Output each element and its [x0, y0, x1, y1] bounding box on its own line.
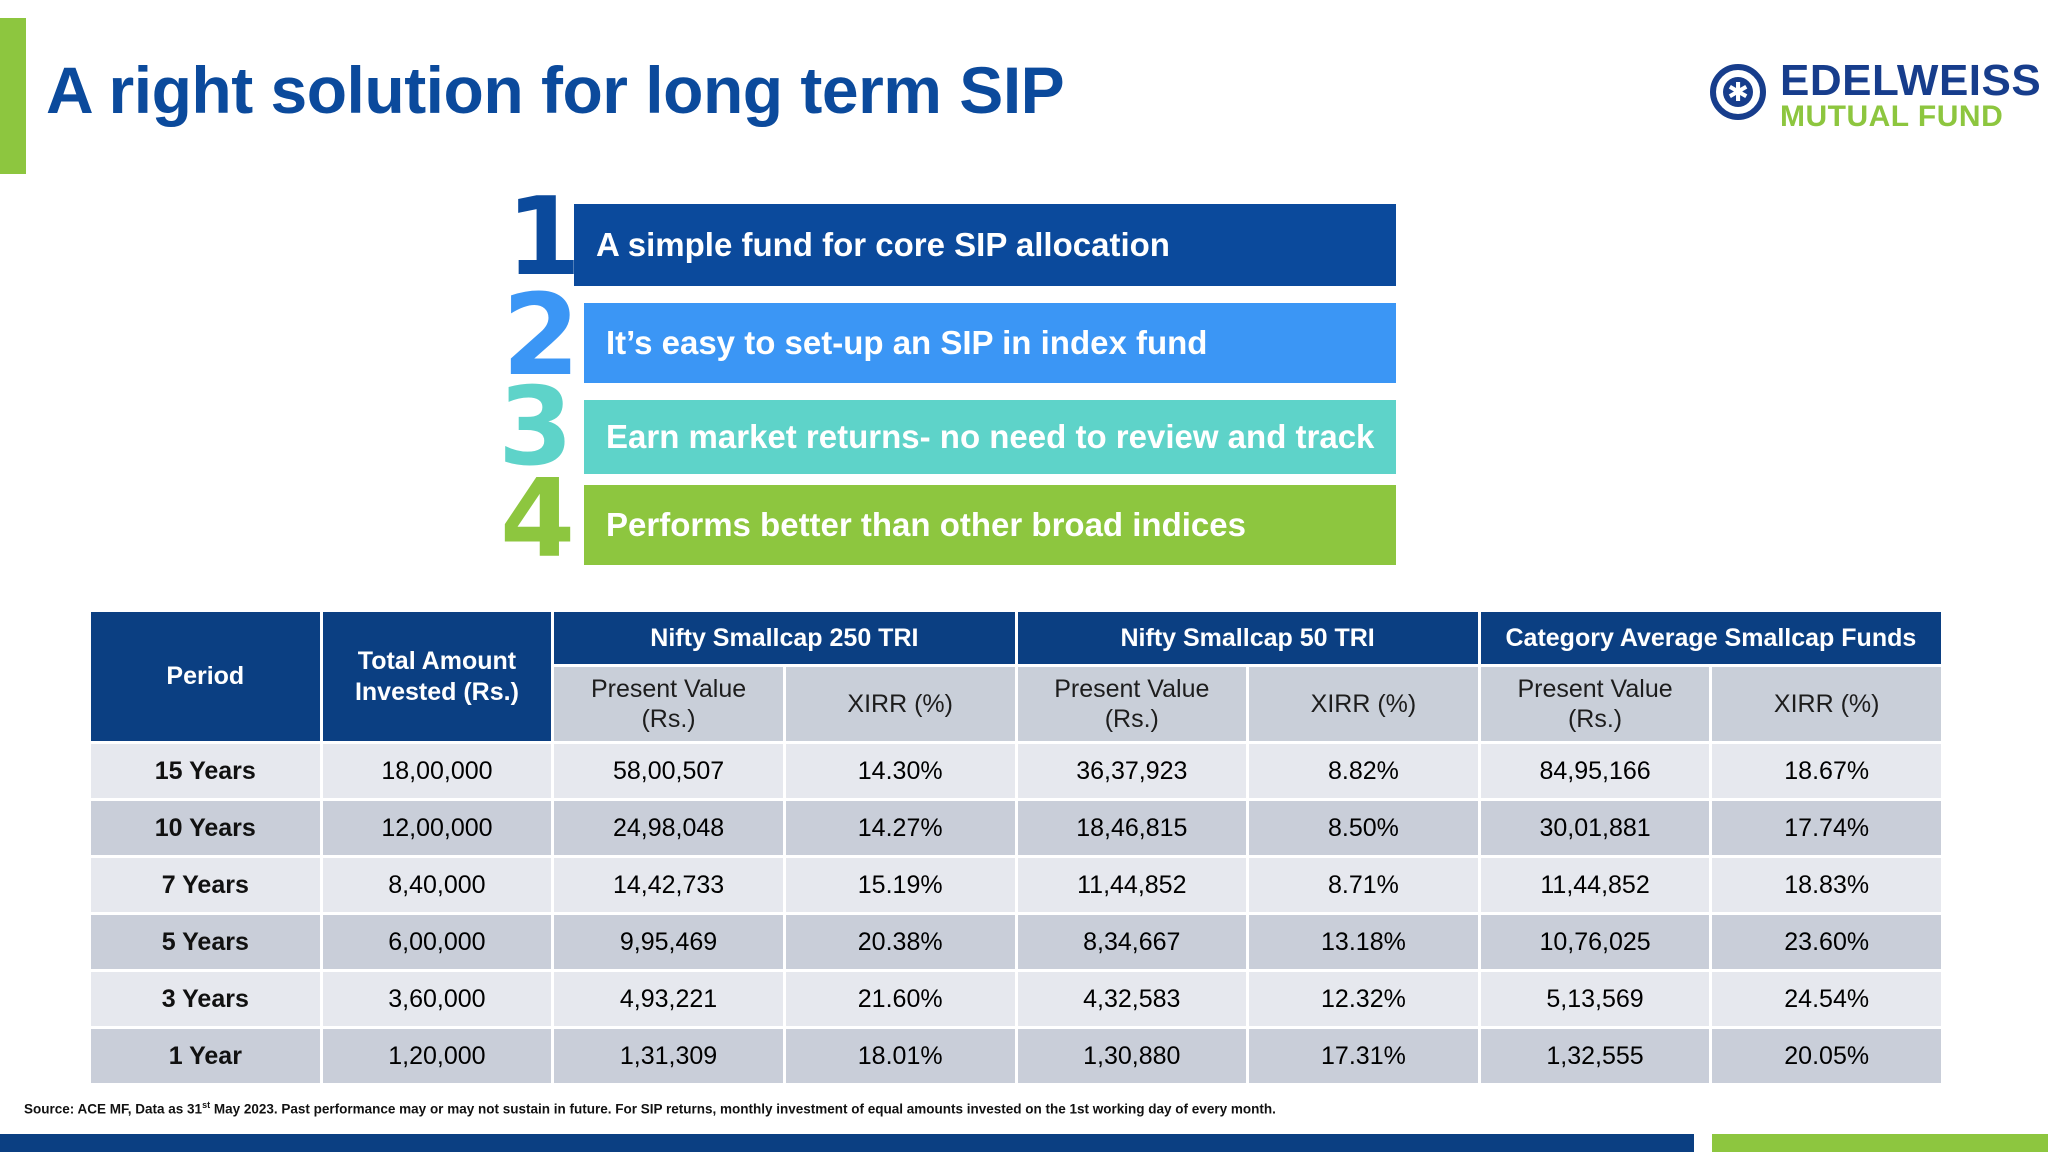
- header-total-invested: Total Amount Invested (Rs.): [322, 612, 552, 741]
- table-row: 7 Years 8,40,000 14,42,733 15.19% 11,44,852 8…: [91, 858, 1941, 912]
- table-row: 5 Years 6,00,000 9,95,469 20.38% 8,34,667 13.…: [91, 915, 1941, 969]
- table-cell: 1,30,880: [1017, 1029, 1247, 1083]
- edelweiss-logo: ✱ EDELWEISS MUTUAL FUND: [1708, 56, 2041, 134]
- cell-period: 1 Year: [91, 1029, 320, 1083]
- table-cell: 18,46,815: [1017, 801, 1247, 855]
- cell-period: 15 Years: [91, 744, 320, 798]
- table-cell: 5,13,569: [1480, 972, 1710, 1026]
- cell-period: 5 Years: [91, 915, 320, 969]
- table-cell: 20.05%: [1712, 1029, 1941, 1083]
- table-cell: 30,01,881: [1480, 801, 1710, 855]
- table-cell: 21.60%: [785, 972, 1015, 1026]
- table-cell: 36,37,923: [1017, 744, 1247, 798]
- logo-line-2: MUTUAL FUND: [1780, 100, 2004, 133]
- cell-period: 3 Years: [91, 972, 320, 1026]
- subheader-present-value: Present Value (Rs.): [1480, 667, 1710, 741]
- point-1-band: A simple fund for core SIP allocation: [574, 204, 1396, 286]
- table-cell: 23.60%: [1712, 915, 1941, 969]
- table-cell: 20.38%: [785, 915, 1015, 969]
- table-cell: 11,44,852: [1017, 858, 1247, 912]
- table-cell: 8,34,667: [1017, 915, 1247, 969]
- point-3-text: Earn market returns- no need to review a…: [606, 418, 1375, 455]
- table-cell: 84,95,166: [1480, 744, 1710, 798]
- title-accent-bar: [0, 18, 26, 174]
- table-row: 15 Years 18,00,000 58,00,507 14.30% 36,37,92…: [91, 744, 1941, 798]
- point-2-band: It’s easy to set-up an SIP in index fund: [584, 303, 1396, 383]
- table-cell: 13.18%: [1249, 915, 1478, 969]
- subheader-xirr: XIRR (%): [1249, 667, 1478, 741]
- page-title: A right solution for long term SIP: [46, 53, 1065, 127]
- table-cell: 8.71%: [1249, 858, 1478, 912]
- table-cell: 18.67%: [1712, 744, 1941, 798]
- table-cell: 14.30%: [785, 744, 1015, 798]
- footer-green-bar: [1712, 1134, 2048, 1152]
- subheader-present-value: Present Value (Rs.): [554, 667, 783, 741]
- table-cell: 8,40,000: [322, 858, 552, 912]
- table-cell: 12,00,000: [322, 801, 552, 855]
- header-group-1: Nifty Smallcap 250 TRI: [554, 612, 1015, 664]
- point-2-number: 2: [502, 271, 580, 401]
- table-cell: 18,00,000: [322, 744, 552, 798]
- cell-period: 7 Years: [91, 858, 320, 912]
- table-cell: 1,20,000: [322, 1029, 552, 1083]
- subheader-xirr: XIRR (%): [785, 667, 1015, 741]
- subheader-xirr: XIRR (%): [1712, 667, 1941, 741]
- table-cell: 18.83%: [1712, 858, 1941, 912]
- table-cell: 10,76,025: [1480, 915, 1710, 969]
- header-group-3: Category Average Smallcap Funds: [1480, 612, 1941, 664]
- point-1-text: A simple fund for core SIP allocation: [596, 226, 1170, 263]
- footer-blue-bar: [0, 1134, 1694, 1152]
- table-cell: 1,32,555: [1480, 1029, 1710, 1083]
- cell-period: 10 Years: [91, 801, 320, 855]
- point-4-text: Performs better than other broad indices: [606, 506, 1246, 543]
- table-cell: 9,95,469: [554, 915, 783, 969]
- table-cell: 15.19%: [785, 858, 1015, 912]
- edelweiss-emblem-icon: ✱: [1710, 64, 1766, 120]
- table-row: 10 Years 12,00,000 24,98,048 14.27% 18,46,81…: [91, 801, 1941, 855]
- table-cell: 12.32%: [1249, 972, 1478, 1026]
- sip-returns-table: Period Total Amount Invested (Rs.) Nifty…: [88, 609, 1944, 1086]
- point-1-number: 1: [506, 175, 582, 300]
- table-row: 1 Year 1,20,000 1,31,309 18.01% 1,30,880 17.3…: [91, 1029, 1941, 1083]
- point-4-number: 4: [500, 457, 576, 582]
- table-cell: 24,98,048: [554, 801, 783, 855]
- table-cell: 18.01%: [785, 1029, 1015, 1083]
- table-cell: 14,42,733: [554, 858, 783, 912]
- table-cell: 11,44,852: [1480, 858, 1710, 912]
- point-2-text: It’s easy to set-up an SIP in index fund: [606, 324, 1208, 361]
- logo-line-1: EDELWEISS: [1780, 56, 2042, 105]
- point-3-number: 3: [498, 365, 574, 490]
- table-cell: 4,32,583: [1017, 972, 1247, 1026]
- table-cell: 58,00,507: [554, 744, 783, 798]
- subheader-present-value: Present Value (Rs.): [1017, 667, 1247, 741]
- point-4-band: Performs better than other broad indices: [584, 485, 1396, 565]
- table-cell: 8.82%: [1249, 744, 1478, 798]
- table-cell: 1,31,309: [554, 1029, 783, 1083]
- table-cell: 17.74%: [1712, 801, 1941, 855]
- table-cell: 17.31%: [1249, 1029, 1478, 1083]
- table-cell: 24.54%: [1712, 972, 1941, 1026]
- table-cell: 8.50%: [1249, 801, 1478, 855]
- point-3-band: Earn market returns- no need to review a…: [584, 400, 1396, 474]
- header-group-2: Nifty Smallcap 50 TRI: [1017, 612, 1478, 664]
- table-cell: 4,93,221: [554, 972, 783, 1026]
- header-period: Period: [91, 612, 320, 741]
- table-row: 3 Years 3,60,000 4,93,221 21.60% 4,32,583 12.…: [91, 972, 1941, 1026]
- table-cell: 3,60,000: [322, 972, 552, 1026]
- table-cell: 14.27%: [785, 801, 1015, 855]
- table-cell: 6,00,000: [322, 915, 552, 969]
- source-footnote: Source: ACE MF, Data as 31st May 2023. P…: [24, 1100, 1276, 1117]
